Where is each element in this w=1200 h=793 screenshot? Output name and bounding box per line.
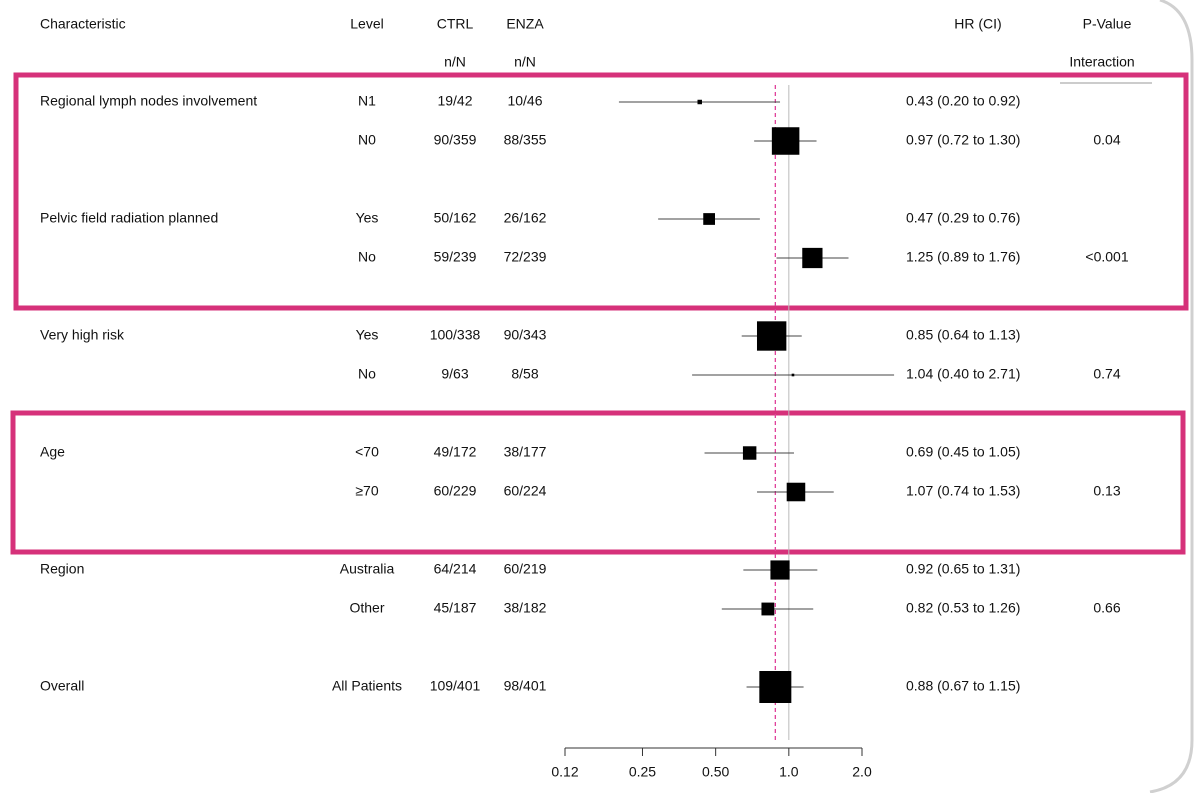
enza-count: 38/182 [504, 600, 547, 616]
page-border [1149, 0, 1194, 793]
hr-ci: 0.69 (0.45 to 1.05) [906, 444, 1020, 460]
x-tick-label: 0.25 [629, 764, 656, 780]
p-value: 0.13 [1093, 483, 1120, 499]
header: CTRL [437, 16, 474, 32]
level: N0 [358, 132, 376, 148]
hr-box [697, 99, 702, 105]
level: All Patients [332, 678, 402, 694]
hr-box [703, 213, 715, 225]
hr-ci: 0.92 (0.65 to 1.31) [906, 561, 1020, 577]
hr-box [756, 321, 787, 351]
hr-box [761, 602, 775, 616]
p-value: 0.74 [1093, 366, 1120, 382]
characteristic: Very high risk [40, 327, 125, 343]
characteristic: Region [40, 561, 84, 577]
subheader: Interaction [1069, 54, 1134, 70]
enza-count: 88/355 [504, 132, 547, 148]
hr-ci: 0.88 (0.67 to 1.15) [906, 678, 1020, 694]
hr-ci: 0.97 (0.72 to 1.30) [906, 132, 1020, 148]
level: Yes [356, 327, 379, 343]
enza-count: 38/177 [504, 444, 547, 460]
hr-ci: 0.85 (0.64 to 1.13) [906, 327, 1020, 343]
characteristic: Age [40, 444, 65, 460]
hr-box [770, 560, 790, 580]
ctrl-count: 19/42 [437, 93, 472, 109]
hr-box [771, 127, 800, 155]
enza-count: 60/224 [504, 483, 547, 499]
p-value: 0.66 [1093, 600, 1120, 616]
highlight-box [13, 72, 1189, 311]
ctrl-count: 64/214 [434, 561, 477, 577]
ctrl-count: 100/338 [430, 327, 481, 343]
header: Level [350, 16, 383, 32]
x-tick-label: 1.0 [779, 764, 799, 780]
ctrl-count: 109/401 [430, 678, 481, 694]
hr-ci: 0.43 (0.20 to 0.92) [906, 93, 1020, 109]
header: P-Value [1083, 16, 1132, 32]
level: No [358, 249, 376, 265]
characteristic: Overall [40, 678, 84, 694]
x-tick-label: 0.50 [702, 764, 729, 780]
enza-count: 26/162 [504, 210, 547, 226]
ctrl-count: 45/187 [434, 600, 477, 616]
hr-box [786, 482, 806, 502]
enza-count: 8/58 [511, 366, 538, 382]
ctrl-count: 60/229 [434, 483, 477, 499]
hr-box [759, 671, 792, 703]
level: ≥70 [355, 483, 378, 499]
enza-count: 98/401 [504, 678, 547, 694]
hr-ci: 0.82 (0.53 to 1.26) [906, 600, 1020, 616]
p-value: <0.001 [1085, 249, 1128, 265]
header: Characteristic [40, 16, 126, 32]
level: Other [349, 600, 384, 616]
header: ENZA [506, 16, 544, 32]
header: HR (CI) [954, 16, 1001, 32]
subheader: n/N [514, 54, 536, 70]
hr-ci: 1.25 (0.89 to 1.76) [906, 249, 1020, 265]
hr-box [742, 446, 757, 460]
hr-ci: 1.07 (0.74 to 1.53) [906, 483, 1020, 499]
enza-count: 60/219 [504, 561, 547, 577]
ctrl-count: 49/172 [434, 444, 477, 460]
hr-ci: 1.04 (0.40 to 2.71) [906, 366, 1020, 382]
x-tick-label: 2.0 [852, 764, 872, 780]
level: Australia [340, 561, 395, 577]
level: <70 [355, 444, 379, 460]
ctrl-count: 9/63 [441, 366, 468, 382]
ctrl-count: 90/359 [434, 132, 477, 148]
level: No [358, 366, 376, 382]
highlight-box [10, 410, 1186, 555]
ctrl-count: 59/239 [434, 249, 477, 265]
enza-count: 10/46 [507, 93, 542, 109]
enza-count: 72/239 [504, 249, 547, 265]
ctrl-count: 50/162 [434, 210, 477, 226]
level: N1 [358, 93, 376, 109]
hr-box [802, 247, 823, 269]
characteristic: Regional lymph nodes involvement [40, 93, 257, 109]
enza-count: 90/343 [504, 327, 547, 343]
subheader: n/N [444, 54, 466, 70]
level: Yes [356, 210, 379, 226]
x-tick-label: 0.12 [551, 764, 578, 780]
p-value: 0.04 [1093, 132, 1120, 148]
hr-box [791, 373, 795, 377]
characteristic: Pelvic field radiation planned [40, 210, 218, 226]
hr-ci: 0.47 (0.29 to 0.76) [906, 210, 1020, 226]
